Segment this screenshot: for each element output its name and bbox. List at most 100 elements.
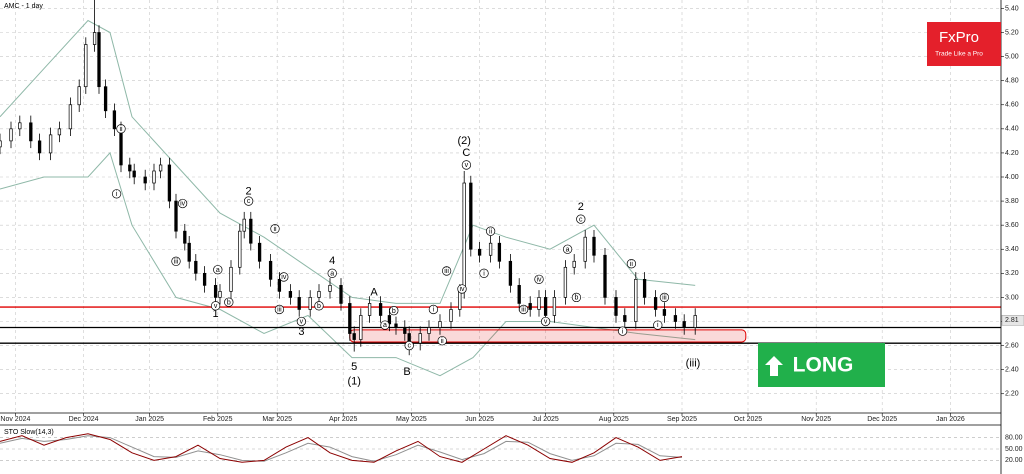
candle-body bbox=[57, 128, 62, 136]
candle-body bbox=[84, 44, 88, 88]
candle-body bbox=[297, 297, 301, 310]
candle-body bbox=[229, 266, 233, 292]
candle-body bbox=[634, 278, 638, 322]
candle-body bbox=[128, 164, 132, 172]
candle-body bbox=[537, 297, 541, 310]
candle-body bbox=[97, 32, 101, 88]
wave-label: c bbox=[407, 343, 411, 350]
y-tick-label: 5.20 bbox=[1005, 29, 1019, 36]
candle-body bbox=[462, 182, 466, 292]
wave-label-circle bbox=[327, 268, 337, 278]
y-tick-label: 2.60 bbox=[1005, 342, 1019, 349]
wave-label-circle bbox=[540, 316, 551, 327]
candle-body bbox=[352, 333, 356, 340]
wave-label: (2) bbox=[457, 135, 470, 147]
wave-label: i bbox=[116, 191, 118, 198]
up-arrow-icon bbox=[765, 356, 783, 376]
candle-body bbox=[9, 128, 13, 142]
y-tick-label: 4.60 bbox=[1005, 102, 1019, 109]
wave-label-circle bbox=[380, 320, 390, 330]
wave-label-circle bbox=[626, 259, 637, 269]
wave-label: c bbox=[579, 216, 583, 223]
wave-label: ii bbox=[630, 261, 634, 268]
wave-label-circle bbox=[437, 336, 447, 346]
wave-label-circle bbox=[274, 304, 285, 315]
wave-label: (1) bbox=[347, 376, 360, 388]
wave-label: C bbox=[462, 147, 470, 159]
indicator-title: STO Slow(14,3) bbox=[4, 429, 54, 436]
wave-label-circle bbox=[111, 189, 122, 199]
candle-body bbox=[238, 230, 242, 268]
y-tick-label: 4.80 bbox=[1005, 78, 1019, 85]
candle-body bbox=[477, 248, 482, 256]
wave-label: iii bbox=[444, 268, 449, 275]
logo-tagline: Trade Like a Pro bbox=[935, 51, 983, 58]
wave-label: iii bbox=[174, 258, 179, 265]
candle-body bbox=[187, 242, 191, 262]
wave-label: 5 bbox=[351, 361, 357, 373]
stochastic-line bbox=[0, 433, 683, 463]
candle-body bbox=[158, 164, 163, 172]
wave-label: 1 bbox=[213, 308, 219, 320]
wave-label-circle bbox=[243, 196, 254, 206]
wave-label: i bbox=[657, 322, 659, 329]
stochastic-line bbox=[0, 435, 683, 462]
y-tick-label: 3.40 bbox=[1005, 246, 1019, 253]
x-tick-label: Apr 2025 bbox=[329, 416, 358, 423]
wave-label-circle bbox=[457, 284, 467, 294]
y-tick-label: 3.80 bbox=[1005, 198, 1019, 205]
candle-body bbox=[449, 309, 453, 322]
wave-label-circle bbox=[279, 272, 289, 282]
wave-label: a bbox=[330, 270, 334, 277]
candle-body bbox=[194, 260, 198, 274]
candle-body bbox=[682, 321, 686, 328]
candle-body bbox=[288, 291, 293, 298]
x-tick-label: Aug 2025 bbox=[599, 416, 629, 423]
wave-label-circle bbox=[389, 306, 399, 316]
candle-body bbox=[317, 291, 321, 298]
y-tick-label: 5.40 bbox=[1005, 5, 1019, 12]
wave-label-circle bbox=[404, 340, 414, 351]
wave-label-circle bbox=[177, 198, 188, 209]
y-tick-label: 3.00 bbox=[1005, 294, 1019, 301]
candle-body bbox=[563, 266, 568, 298]
wave-label-circle bbox=[617, 326, 628, 336]
y-tick-label: 2.40 bbox=[1005, 366, 1019, 373]
x-tick-label: Nov 2024 bbox=[0, 416, 30, 423]
candle-body bbox=[517, 285, 521, 304]
candle-body bbox=[592, 236, 596, 256]
indicator-tick-label: 20.00 bbox=[1005, 457, 1023, 464]
x-tick-label: Dec 2024 bbox=[69, 416, 99, 423]
wave-label: v bbox=[465, 162, 469, 169]
wave-label: ii bbox=[441, 338, 445, 345]
candle-body bbox=[257, 242, 262, 262]
wave-label: v bbox=[544, 319, 548, 326]
candle-body bbox=[438, 321, 442, 328]
candle-body bbox=[143, 176, 147, 184]
indicator-tick-label: 80.00 bbox=[1005, 434, 1023, 441]
wave-label-circle bbox=[461, 160, 472, 170]
wave-label: 3 bbox=[298, 326, 304, 338]
x-tick-label: Jun 2025 bbox=[465, 416, 494, 423]
wave-label: iv bbox=[281, 274, 287, 281]
wave-label-circle bbox=[270, 224, 280, 234]
wave-label: 2 bbox=[578, 201, 584, 213]
candle-body bbox=[308, 297, 312, 310]
candle-body bbox=[18, 122, 22, 130]
x-tick-label: Feb 2025 bbox=[203, 416, 233, 423]
x-tick-label: Nov 2025 bbox=[801, 416, 831, 423]
wave-label: iv bbox=[459, 286, 465, 293]
wave-label: iv bbox=[180, 201, 186, 208]
wave-label: iv bbox=[536, 276, 542, 283]
candle-body bbox=[218, 291, 222, 298]
wave-label: iii bbox=[662, 295, 667, 302]
candle-body bbox=[367, 303, 372, 316]
candle-body bbox=[583, 236, 587, 262]
wave-label: b bbox=[574, 295, 578, 302]
candle-body bbox=[427, 327, 431, 334]
candle-body bbox=[488, 242, 493, 256]
candle-body bbox=[458, 291, 462, 310]
wave-label: B bbox=[403, 366, 410, 378]
x-tick-label: Jan 2026 bbox=[936, 416, 965, 423]
